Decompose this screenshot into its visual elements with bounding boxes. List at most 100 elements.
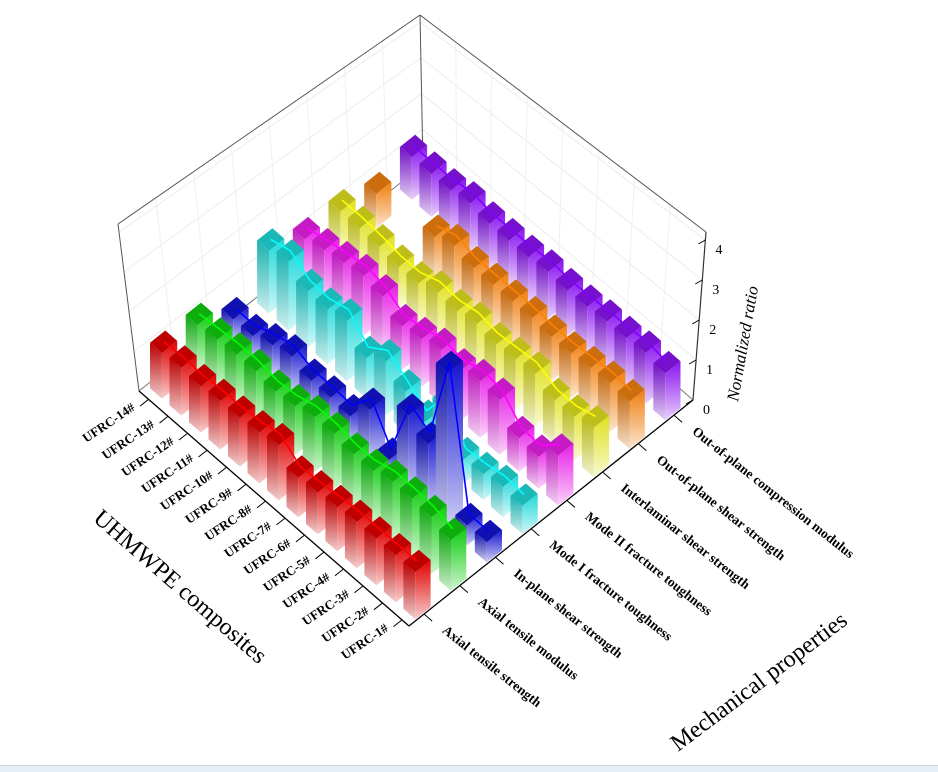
- bar-left-face: [487, 389, 500, 455]
- series-line-segment: [513, 289, 535, 308]
- series-line-segment: [611, 371, 632, 391]
- series-line-segment: [607, 309, 629, 328]
- bar-left-face: [364, 528, 377, 586]
- property-tick: [459, 585, 469, 594]
- bar-left-face: [306, 482, 318, 535]
- bar-left-face: [302, 407, 315, 472]
- property-label: Mode I fracture toughness: [547, 537, 676, 644]
- series-line-segment: [221, 389, 243, 408]
- series-line-segment: [465, 447, 486, 464]
- composite-tick: [354, 585, 364, 594]
- series-line-segment: [575, 405, 596, 418]
- property-tick: [602, 471, 611, 480]
- bar-top-face: [150, 330, 178, 354]
- bar: [617, 379, 645, 449]
- series-line-segment: [309, 279, 330, 300]
- series-line-segment: [461, 358, 483, 371]
- series-line-segment: [536, 362, 558, 390]
- series-line-segment: [474, 256, 496, 275]
- bar-left-face: [510, 495, 523, 534]
- composite-tick: [139, 398, 149, 407]
- series-line-segment: [403, 314, 424, 329]
- bar-right-face: [415, 560, 431, 620]
- bar-right-face: [467, 513, 483, 546]
- window-bottom-strip: [0, 765, 938, 772]
- bars-layer: [150, 134, 681, 620]
- bar-top-face: [335, 298, 363, 321]
- bar-left-face: [276, 251, 289, 331]
- bar-left-face: [150, 342, 162, 399]
- wall-gridline: [155, 197, 175, 363]
- series-line-segment: [504, 475, 525, 496]
- bar-top-face: [364, 171, 392, 195]
- wall-gridline: [625, 177, 635, 342]
- z-tick-label: 3: [712, 283, 719, 298]
- property-axis-line: [408, 399, 694, 627]
- series-line-segment: [481, 369, 502, 390]
- series-line-segment: [358, 510, 379, 529]
- composite-tick: [334, 568, 344, 577]
- bar-left-face: [409, 328, 422, 387]
- series-line-segment: [517, 347, 538, 364]
- series-line-segment: [412, 145, 434, 164]
- series-line-segment: [442, 338, 463, 360]
- bar-left-face: [507, 427, 520, 472]
- series-line-segment: [306, 227, 327, 240]
- composite-tick: [295, 534, 305, 543]
- series-line-segment: [257, 359, 278, 382]
- bar-left-face: [471, 464, 484, 500]
- bar-left-face: [617, 391, 630, 449]
- series-line-segment: [234, 307, 256, 326]
- bar-left-face: [296, 281, 308, 348]
- bar-left-face: [189, 376, 201, 433]
- series-line-segment: [325, 238, 346, 253]
- bar-right-face: [522, 493, 538, 534]
- series-line-segment: [299, 465, 321, 483]
- bar-left-face: [169, 357, 182, 416]
- property-tick: [423, 613, 433, 622]
- bar-left-face: [354, 347, 367, 399]
- bar-right-face: [486, 530, 502, 563]
- series-line-segment: [351, 397, 372, 407]
- wall-gridline: [230, 145, 246, 307]
- series-line-segment: [254, 324, 275, 336]
- series-line-segment: [477, 312, 499, 334]
- z-tick: [698, 239, 706, 245]
- bar-left-face: [383, 545, 396, 603]
- series-line-segment: [296, 394, 317, 407]
- z-tick: [685, 399, 694, 405]
- bar-left-face: [322, 423, 334, 489]
- bar-right-face: [593, 415, 610, 478]
- box-edge: [117, 14, 421, 225]
- bar-left-face: [257, 240, 269, 314]
- series-line-segment: [218, 328, 239, 345]
- z-tick: [688, 359, 697, 365]
- bar-top-face: [221, 296, 249, 320]
- property-tick: [637, 443, 647, 451]
- series-line-segment: [432, 162, 454, 180]
- composite-tick: [256, 500, 266, 509]
- composite-tick: [178, 432, 188, 441]
- series-line-segment: [202, 374, 223, 391]
- series-line-segment: [198, 313, 220, 330]
- series-line-segment: [390, 404, 412, 449]
- series-line-segment: [409, 404, 431, 434]
- x-axis-title: UHMWPE composites: [88, 505, 272, 669]
- series-line-segment: [484, 462, 506, 477]
- series-line-segment: [568, 278, 590, 297]
- bar-left-face: [325, 497, 338, 552]
- series-line-segment: [497, 332, 519, 349]
- bar-top-face: [185, 302, 213, 326]
- bar: [403, 549, 431, 620]
- bar-left-face: [435, 362, 448, 529]
- series-line-segment: [556, 388, 577, 407]
- bar-left-face: [526, 446, 539, 489]
- z-tick: [695, 279, 703, 285]
- bar-left-face: [491, 476, 503, 517]
- wall-gridline: [591, 150, 600, 312]
- series-line-segment: [413, 486, 434, 507]
- series-line-segment: [591, 356, 613, 373]
- bar-top-face: [257, 228, 285, 251]
- property-tick: [530, 528, 540, 537]
- z-tick-label: 1: [706, 363, 713, 378]
